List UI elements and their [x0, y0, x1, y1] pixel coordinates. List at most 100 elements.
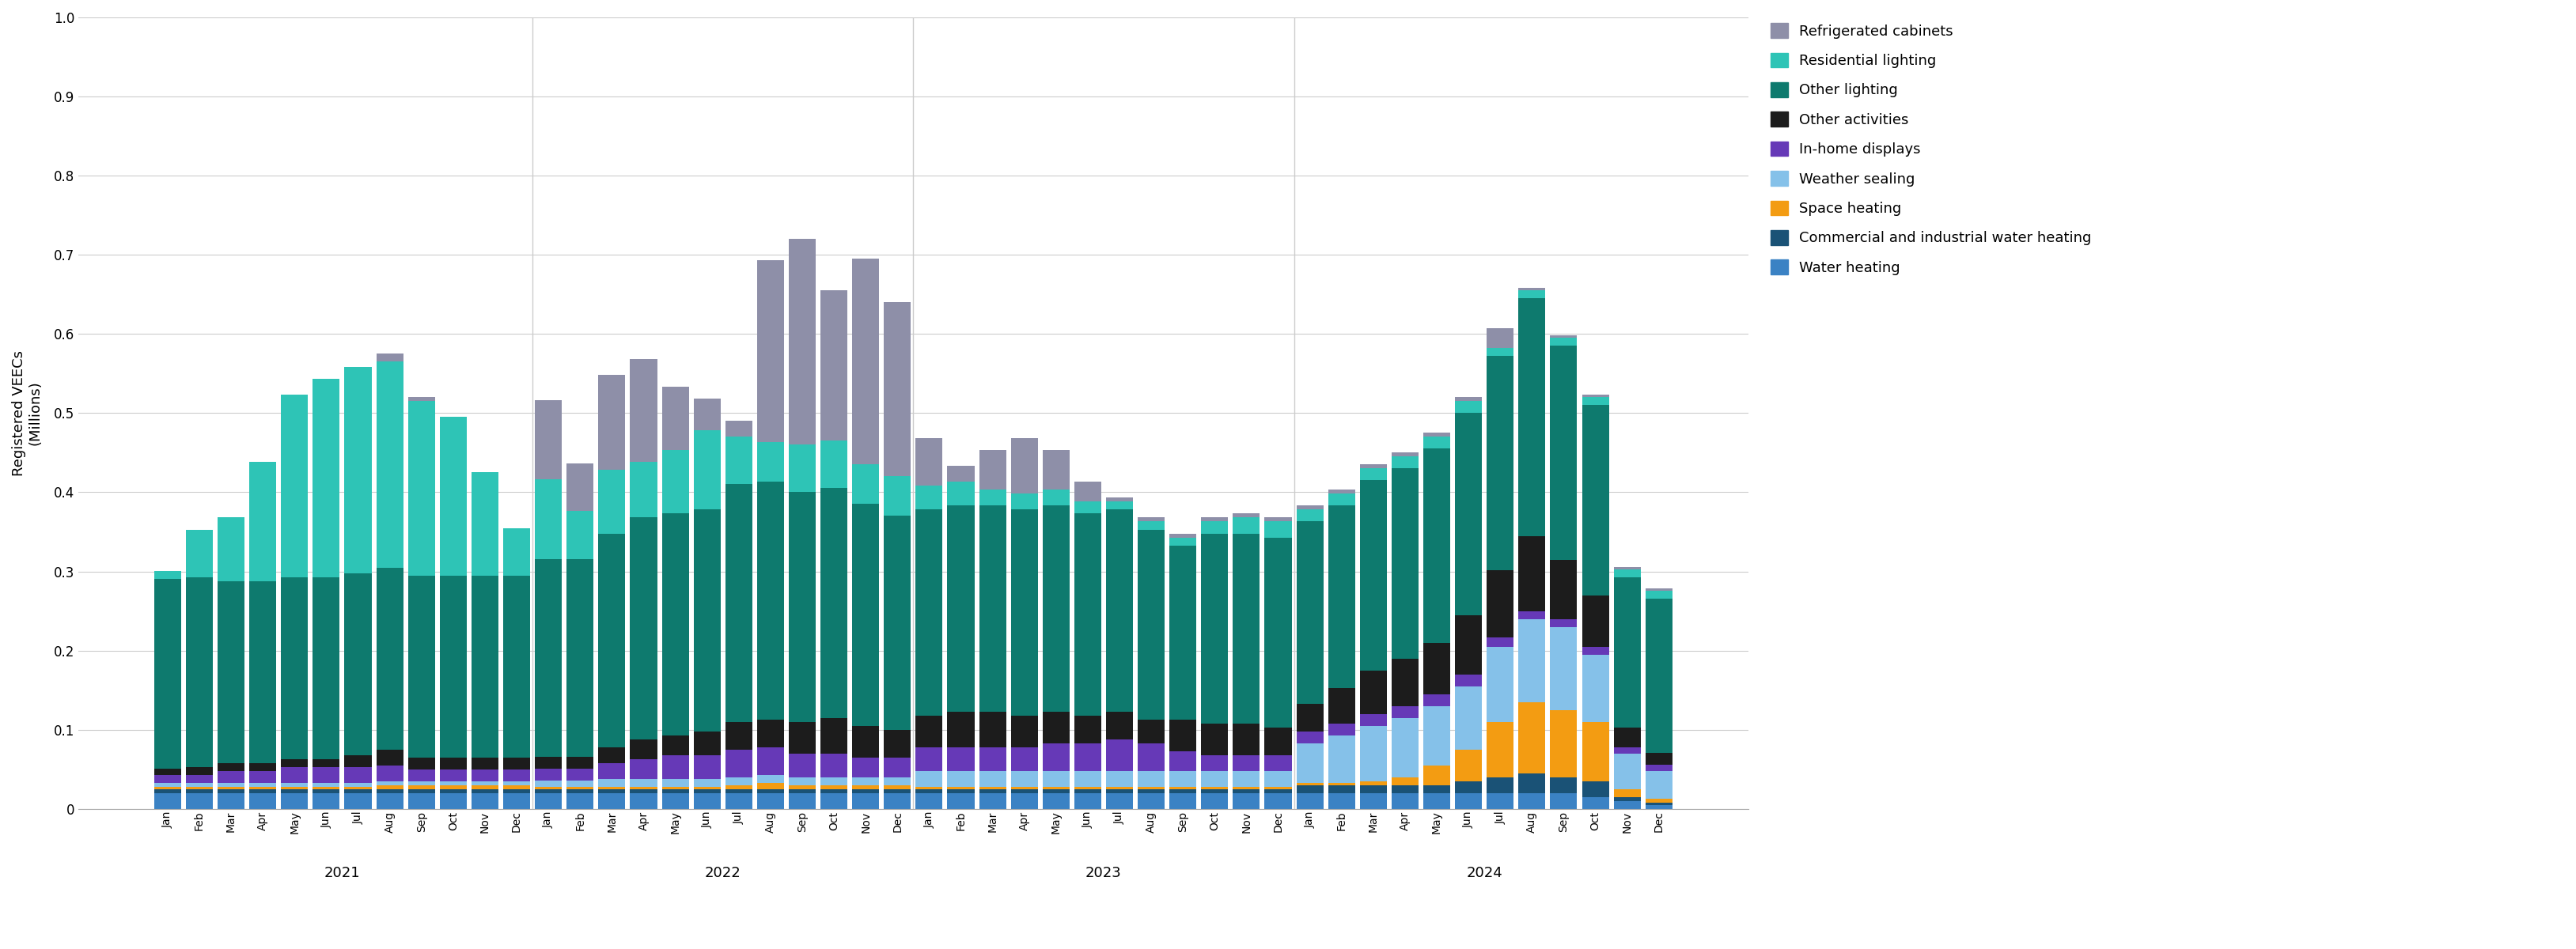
Bar	[757, 442, 783, 482]
Bar	[1234, 513, 1260, 517]
Bar	[1265, 517, 1291, 522]
Bar	[185, 530, 214, 577]
Bar	[1170, 751, 1195, 771]
Bar	[948, 789, 974, 793]
Bar	[1582, 405, 1610, 595]
Bar	[884, 789, 912, 793]
Bar	[1486, 637, 1515, 646]
Bar	[1360, 480, 1386, 670]
Bar	[1296, 703, 1324, 732]
Bar	[822, 441, 848, 489]
Bar	[1170, 533, 1195, 537]
Bar	[788, 754, 817, 777]
Bar	[281, 793, 309, 809]
Bar	[1105, 510, 1133, 712]
Bar	[726, 722, 752, 750]
Bar	[631, 360, 657, 462]
Text: 2024: 2024	[1466, 865, 1502, 880]
Bar	[502, 528, 531, 575]
Bar	[1551, 793, 1577, 809]
Bar	[662, 779, 688, 787]
Bar	[788, 777, 817, 785]
Bar	[1265, 522, 1291, 537]
Bar	[185, 783, 214, 787]
Bar	[1105, 502, 1133, 510]
Bar	[662, 387, 688, 451]
Bar	[662, 755, 688, 779]
Bar	[536, 479, 562, 559]
Bar	[1391, 717, 1419, 777]
Bar	[1043, 451, 1069, 490]
Bar	[1425, 449, 1450, 642]
Bar	[1234, 517, 1260, 533]
Bar	[1105, 739, 1133, 771]
Bar	[407, 575, 435, 757]
Bar	[631, 759, 657, 779]
Bar	[1200, 517, 1229, 522]
Bar	[1391, 793, 1419, 809]
Bar	[1296, 793, 1324, 809]
Bar	[1517, 702, 1546, 773]
Bar	[1455, 686, 1481, 750]
Bar	[1234, 789, 1260, 793]
Bar	[1296, 506, 1324, 510]
Bar	[1139, 517, 1164, 522]
Bar	[536, 756, 562, 769]
Bar	[345, 789, 371, 793]
Bar	[884, 785, 912, 789]
Bar	[312, 767, 340, 783]
Bar	[1360, 670, 1386, 714]
Bar	[631, 793, 657, 809]
Bar	[1613, 801, 1641, 809]
Bar	[788, 493, 817, 722]
Bar	[1265, 727, 1291, 755]
Bar	[1455, 401, 1481, 413]
Bar	[1582, 797, 1610, 809]
Bar	[376, 362, 404, 568]
Bar	[1613, 789, 1641, 797]
Bar	[185, 787, 214, 789]
Bar	[1074, 482, 1103, 502]
Bar	[1551, 345, 1577, 560]
Bar	[884, 793, 912, 809]
Bar	[884, 777, 912, 785]
Bar	[631, 787, 657, 789]
Bar	[1329, 785, 1355, 793]
Bar	[567, 780, 592, 787]
Bar	[1234, 755, 1260, 771]
Bar	[1234, 787, 1260, 789]
Bar	[376, 793, 404, 809]
Bar	[1582, 395, 1610, 398]
Bar	[693, 431, 721, 510]
Bar	[471, 757, 497, 770]
Bar	[1010, 771, 1038, 787]
Bar	[1200, 755, 1229, 771]
Bar	[1074, 716, 1103, 743]
Bar	[822, 754, 848, 777]
Bar	[726, 793, 752, 809]
Bar	[1425, 706, 1450, 765]
Bar	[1234, 771, 1260, 787]
Bar	[1391, 456, 1419, 469]
Bar	[1455, 615, 1481, 675]
Bar	[1360, 726, 1386, 781]
Bar	[536, 400, 562, 479]
Bar	[1455, 793, 1481, 809]
Bar	[1646, 753, 1672, 765]
Bar	[1296, 522, 1324, 703]
Bar	[853, 465, 878, 504]
Bar	[1646, 771, 1672, 798]
Bar	[502, 785, 531, 789]
Bar	[598, 470, 626, 533]
Bar	[1551, 619, 1577, 626]
Bar	[250, 771, 276, 783]
Bar	[155, 787, 180, 789]
Bar	[1391, 785, 1419, 793]
Bar	[281, 783, 309, 787]
Bar	[407, 770, 435, 781]
Bar	[312, 379, 340, 577]
Bar	[757, 783, 783, 789]
Bar	[979, 712, 1007, 747]
Bar	[345, 755, 371, 767]
Bar	[631, 517, 657, 739]
